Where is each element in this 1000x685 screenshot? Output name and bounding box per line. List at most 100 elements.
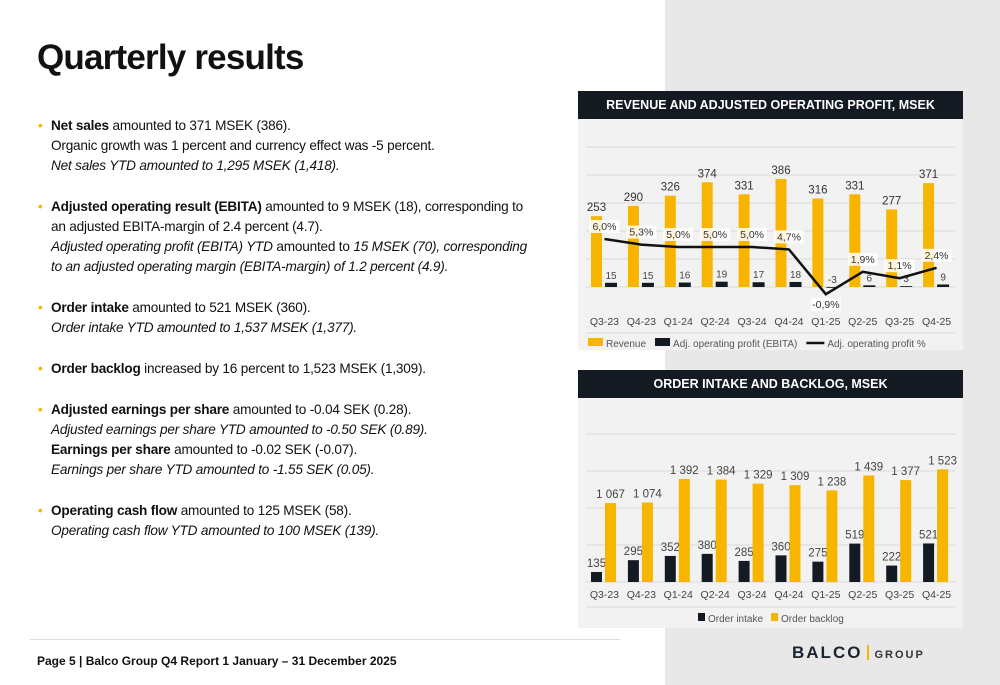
bar-order-backlog	[826, 490, 838, 582]
data-label: 17	[753, 270, 765, 281]
data-label: 15	[642, 271, 654, 282]
pct-label: 5,0%	[703, 229, 727, 241]
x-tick-label: Q3-24	[737, 316, 766, 328]
bar-order-intake	[849, 543, 861, 582]
bullet-item: Adjusted earnings per share amounted to …	[38, 400, 558, 480]
bar-order-intake	[923, 543, 935, 582]
bullet-line: Adjusted operating profit (EBITA) YTD am…	[51, 237, 558, 257]
bullet-text: Operating cash flow	[51, 503, 178, 518]
x-tick-label: Q1-25	[811, 589, 840, 601]
bullet-line: Operating cash flow amounted to 125 MSEK…	[51, 501, 558, 521]
results-bullet-list: Net sales amounted to 371 MSEK (386). Org…	[38, 116, 558, 562]
bullet-text: amounted to -0.02 SEK (-0.07).	[170, 442, 358, 457]
pct-label-bg	[884, 259, 915, 273]
bar-order-backlog	[605, 503, 616, 582]
legend-swatch	[698, 613, 705, 621]
x-tick-label: Q4-23	[627, 589, 656, 601]
data-label: 1 384	[707, 466, 736, 478]
bar-order-backlog	[789, 485, 801, 582]
bullet-item: Order backlog increased by 16 percent to…	[38, 359, 558, 379]
data-label: 3	[903, 274, 909, 285]
chart-title: ORDER INTAKE AND BACKLOG, MSEK	[578, 370, 963, 398]
x-tick-label: Q3-25	[885, 589, 914, 601]
bullet-text: amounted to -0.04 SEK (0.28).	[229, 402, 412, 417]
bar-adj-operating-profit-ebita-	[826, 287, 839, 288]
pct-label: 5,0%	[666, 229, 690, 241]
bullet-text: Order intake YTD amounted to 1,537 MSEK …	[51, 320, 357, 335]
bar-adj-operating-profit-ebita-	[605, 282, 617, 287]
bullet-text: amounted to 125 MSEK (58).	[177, 503, 352, 518]
bullet-item: Order intake amounted to 521 MSEK (360).…	[38, 298, 558, 338]
x-tick-label: Q1-25	[811, 316, 840, 328]
pct-label-bg	[921, 248, 952, 262]
bullet-text: Order intake	[51, 300, 129, 315]
data-label: 19	[716, 270, 728, 281]
bar-adj-operating-profit-ebita-	[789, 281, 802, 287]
x-tick-label: Q3-23	[590, 589, 619, 601]
pct-label-bg	[700, 228, 731, 241]
x-tick-label: Q4-24	[774, 316, 803, 328]
bullet-line: Organic growth was 1 percent and currenc…	[51, 136, 558, 156]
bar-order-backlog	[752, 483, 764, 582]
bar-adj-operating-profit-ebita-	[900, 286, 913, 287]
bullet-text: Adjusted operating result (EBITA)	[51, 199, 262, 214]
bullet-line: Order intake amounted to 521 MSEK (360).	[51, 298, 558, 318]
bar-revenue	[923, 183, 935, 287]
bar-order-intake	[775, 555, 787, 582]
bullet-text: an adjusted EBITA-margin of 2.4 percent …	[51, 219, 323, 234]
page-title: Quarterly results	[37, 38, 304, 77]
bullet-text: Adjusted earnings per share	[51, 402, 230, 417]
bullet-line: Net sales amounted to 371 MSEK (386).	[51, 116, 558, 136]
pct-label: 1,1%	[888, 260, 912, 272]
data-label: 1 329	[744, 470, 773, 482]
chart-title: REVENUE AND ADJUSTED OPERATING PROFIT, M…	[578, 91, 963, 119]
data-label: 6	[867, 273, 873, 284]
bullet-line: Adjusted operating result (EBITA) amount…	[51, 197, 558, 217]
bar-order-backlog	[641, 502, 653, 582]
data-label: 331	[845, 180, 864, 192]
x-tick-label: Q2-24	[701, 589, 730, 601]
data-label: 1 439	[854, 462, 883, 474]
data-label: 1 309	[781, 471, 810, 483]
data-label: 1 238	[818, 476, 847, 488]
pct-label: 1,9%	[851, 254, 875, 266]
legend-label: Revenue	[606, 339, 646, 350]
data-label: 290	[624, 192, 643, 204]
data-label: 374	[698, 168, 718, 180]
bullet-text: amounted to 371 MSEK (386).	[108, 118, 291, 133]
line-adj-operating-profit-pct	[604, 237, 937, 296]
data-label: 1 377	[891, 466, 920, 478]
data-label: 9	[940, 272, 946, 283]
data-label: 1 392	[670, 465, 699, 477]
logo-suffix: GROUP	[874, 649, 925, 661]
data-label: 275	[808, 548, 827, 560]
x-tick-label: Q3-24	[737, 589, 766, 601]
bullet-item: Net sales amounted to 371 MSEK (386). Org…	[38, 116, 558, 176]
data-label: 285	[735, 547, 754, 559]
bullet-text: Operating cash flow YTD amounted to 100 …	[51, 523, 380, 538]
legend-swatch	[771, 613, 779, 621]
logo-text: BALCO	[792, 643, 863, 662]
bullet-line: Earnings per share YTD amounted to -1.55…	[51, 460, 558, 480]
pct-label-bg	[663, 228, 694, 241]
data-label: 371	[919, 169, 938, 181]
data-label: 15	[605, 271, 617, 282]
data-label: 1 067	[596, 489, 625, 501]
data-label: 1 074	[633, 489, 662, 501]
bullet-line: Earnings per share amounted to -0.02 SEK…	[51, 440, 558, 460]
legend-label: Order backlog	[781, 614, 844, 625]
bullet-line: Order intake YTD amounted to 1,537 MSEK …	[51, 318, 558, 338]
pct-label-bg	[626, 225, 657, 239]
bullet-text: amounted to 521 MSEK (360).	[128, 300, 311, 315]
bar-revenue	[591, 216, 602, 287]
bullet-line: Net sales YTD amounted to 1,295 MSEK (1,…	[51, 156, 558, 176]
pct-label-bg	[810, 298, 841, 312]
order-chart: 135 295 352 380 285 360 275 519 222 521 1 067 1 074…	[586, 433, 957, 625]
bullet-item: Operating cash flow amounted to 125 MSEK…	[38, 501, 558, 541]
legend-label: Adj. operating profit (EBITA)	[673, 339, 797, 350]
bullet-line: an adjusted EBITA-margin of 2.4 percent …	[51, 217, 558, 237]
pct-label-bg	[737, 228, 768, 241]
bullet-text: to an adjusted operating margin (EBITA-m…	[51, 259, 449, 274]
x-tick-label: Q1-24	[664, 316, 693, 328]
bar-adj-operating-profit-ebita-	[937, 284, 950, 287]
